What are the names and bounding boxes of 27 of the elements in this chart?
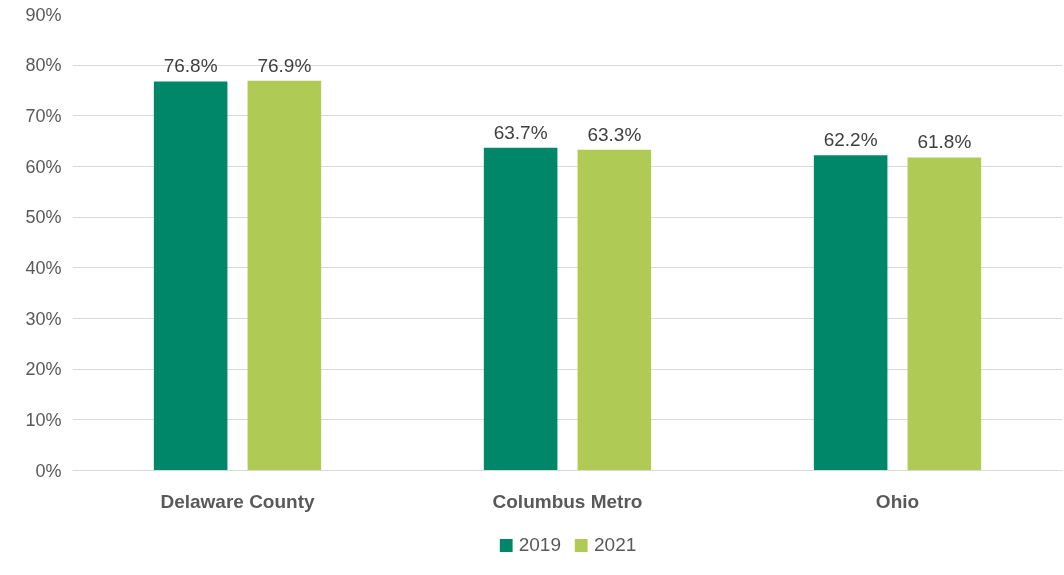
bar: [153, 81, 228, 471]
y-tick-label: 20%: [25, 359, 62, 380]
y-tick-label: 60%: [25, 156, 62, 177]
data-label: 63.3%: [587, 123, 642, 145]
y-tick-label: 30%: [25, 308, 62, 329]
data-label: 63.7%: [493, 121, 548, 143]
data-label: 76.9%: [257, 54, 312, 76]
bar: [907, 157, 982, 471]
x-tick-label: Columbus Metro: [492, 490, 643, 512]
x-tick-label: Delaware County: [160, 490, 316, 512]
bar: [577, 149, 652, 471]
y-tick-label: 10%: [25, 409, 62, 430]
y-tick-label: 40%: [25, 257, 62, 278]
legend-label: 2021: [594, 534, 637, 556]
y-tick-label: 90%: [25, 4, 62, 25]
bar: [247, 80, 322, 471]
y-tick-label: 0%: [35, 460, 62, 481]
y-tick-label: 70%: [25, 105, 62, 126]
bar: [483, 147, 558, 471]
legend-label: 2019: [518, 534, 561, 556]
y-tick-label: 50%: [25, 207, 62, 228]
data-label: 62.2%: [823, 129, 878, 151]
y-tick-label: 80%: [25, 55, 62, 76]
data-label: 61.8%: [917, 131, 972, 153]
data-label: 76.8%: [163, 55, 218, 77]
x-tick-label: Ohio: [875, 490, 920, 512]
bar: [813, 155, 888, 471]
